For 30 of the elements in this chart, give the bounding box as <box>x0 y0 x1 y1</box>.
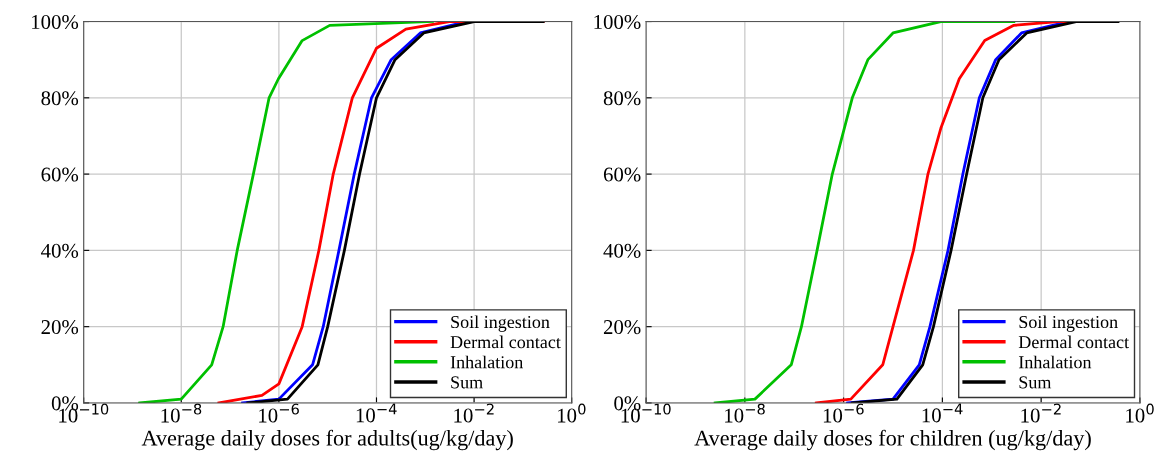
legend-label: Sum <box>451 376 483 389</box>
x-tick-label: 10$^{−2}$ <box>1021 403 1061 423</box>
y-tick-label: 60% <box>41 167 79 182</box>
y-tick-label: 20% <box>603 320 641 335</box>
legend-label: Inhalation <box>450 355 524 369</box>
x-tick-label: 10$^{−8}$ <box>161 403 202 423</box>
legend-label: Soil ingestion <box>451 315 550 332</box>
x-tick-label: 10$^{−2}$ <box>454 403 494 423</box>
x-tick-label: 10$^{−8}$ <box>725 403 765 423</box>
y-tick-label: 20% <box>41 320 79 335</box>
x-tick-label: 10$^{0}$ <box>558 403 586 423</box>
x-tick-label: 10$^{0}$ <box>1126 403 1154 423</box>
x-tick-label: 10$^{−6}$ <box>823 403 864 423</box>
x-tick-label: 10$^{−6}$ <box>259 403 299 423</box>
legend-label: Sum <box>1019 376 1052 389</box>
x-tick-label: 10$^{−4}$ <box>922 403 963 423</box>
legend-label: Inhalation <box>1018 355 1092 369</box>
x-tick-label: 10$^{−4}$ <box>356 403 397 423</box>
legend-label: Dermal contact <box>450 335 561 349</box>
y-tick-label: 60% <box>603 167 641 182</box>
y-tick-label: 100% <box>32 14 79 30</box>
y-tick-label: 80% <box>41 91 79 106</box>
y-tick-label: 100% <box>594 14 641 30</box>
x-axis-title: Average daily doses for adults(ug/kg/day) <box>141 429 513 451</box>
y-tick-label: 40% <box>603 243 641 258</box>
x-axis-title: Average daily doses for children (ug/kg/day) <box>694 429 1091 451</box>
y-tick-label: 40% <box>41 243 79 258</box>
y-tick-label: 80% <box>603 91 641 106</box>
legend-label: Soil ingestion <box>1019 315 1118 332</box>
legend-label: Dermal contact <box>1018 335 1129 349</box>
